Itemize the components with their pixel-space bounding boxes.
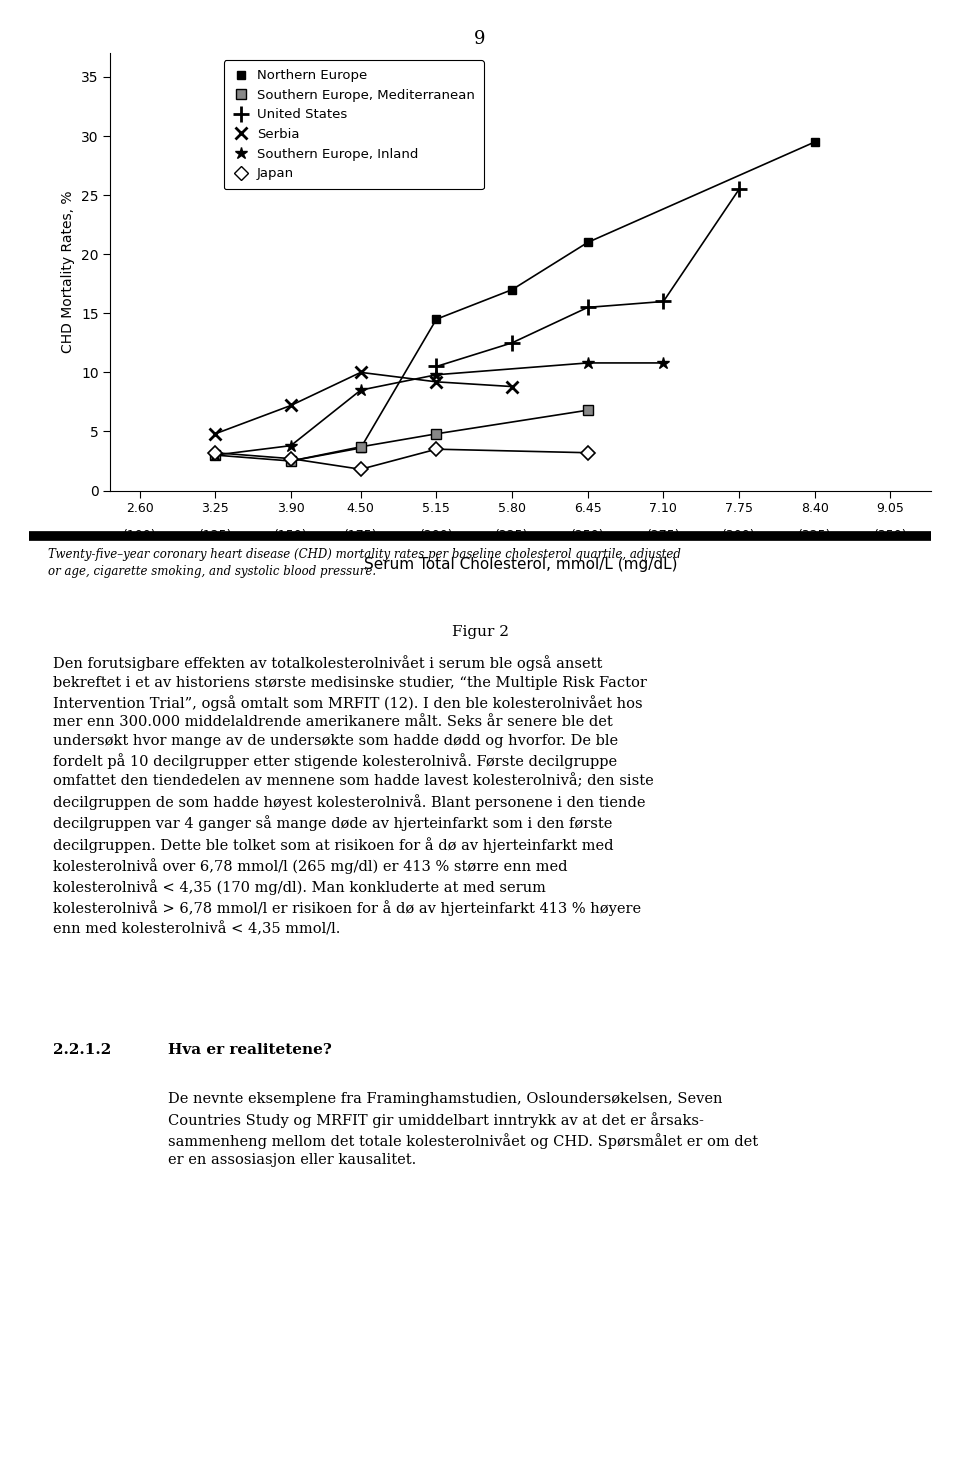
Text: (325): (325) (798, 529, 831, 542)
Y-axis label: CHD Mortality Rates, %: CHD Mortality Rates, % (61, 191, 76, 353)
Text: (350): (350) (874, 529, 907, 542)
Text: (250): (250) (571, 529, 605, 542)
X-axis label: Serum Total Cholesterol, mmol/L (mg/dL): Serum Total Cholesterol, mmol/L (mg/dL) (364, 557, 678, 572)
Text: (100): (100) (123, 529, 156, 542)
Text: Twenty-five–year coronary heart disease (CHD) mortality rates per baseline chole: Twenty-five–year coronary heart disease … (48, 548, 681, 578)
Text: (275): (275) (647, 529, 681, 542)
Text: Hva er realitetene?: Hva er realitetene? (168, 1043, 332, 1057)
Text: De nevnte eksemplene fra Framinghamstudien, Osloundersøkelsen, Seven
Countries S: De nevnte eksemplene fra Framinghamstudi… (168, 1092, 758, 1168)
Text: 2.2.1.2: 2.2.1.2 (53, 1043, 111, 1057)
Text: Den forutsigbare effekten av totalkolesterolnivået i serum ble også ansett
bekre: Den forutsigbare effekten av totalkolest… (53, 655, 654, 937)
Text: (200): (200) (420, 529, 453, 542)
Text: (150): (150) (274, 529, 307, 542)
Text: 9: 9 (474, 30, 486, 47)
Text: Figur 2: Figur 2 (451, 625, 509, 639)
Legend: Northern Europe, Southern Europe, Mediterranean, United States, Serbia, Southern: Northern Europe, Southern Europe, Medite… (224, 59, 484, 190)
Text: (225): (225) (495, 529, 529, 542)
Text: (175): (175) (344, 529, 377, 542)
Text: (125): (125) (199, 529, 232, 542)
Text: (300): (300) (722, 529, 756, 542)
